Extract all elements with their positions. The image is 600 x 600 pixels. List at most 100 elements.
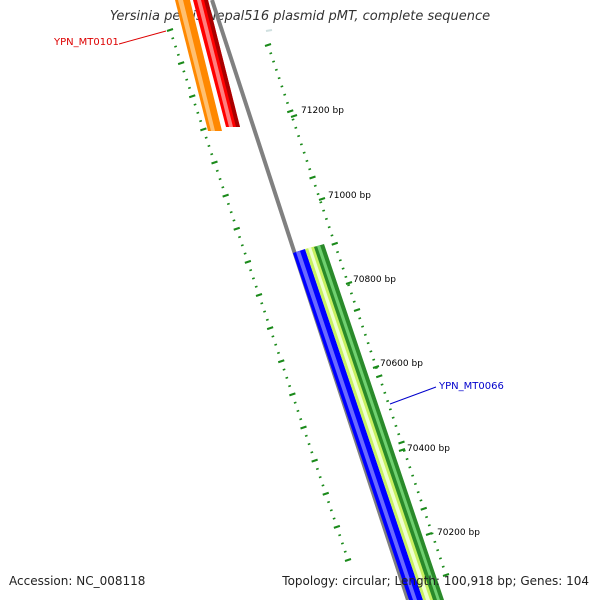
ruler-tick [336,250,340,254]
ruler-tick [289,392,296,397]
ruler-tick [340,542,344,545]
ruler-tick [282,368,286,371]
ruler-tick [233,226,241,231]
ruler-tick [413,482,417,486]
ruler-tick [361,325,365,328]
ruler-tick [338,259,342,262]
gene-red-highlight [197,0,233,127]
ruler-tick [300,425,307,430]
ruler-tick [380,383,384,386]
ruler-label: 71200 bp [301,106,344,116]
ruler-tick [204,136,208,139]
ruler-tick [280,85,284,88]
ruler-tick [260,302,264,305]
ruler-tick [311,458,318,463]
ruler-tick [319,201,323,204]
ruler-tick [196,111,200,114]
ruler-tick [244,259,252,264]
ruler-tick [416,491,420,494]
ruler-tick [315,467,319,471]
ruler-tick [305,159,309,163]
ruler-tick [283,93,287,96]
ruler-tick [363,333,367,337]
ruler-tick [386,399,390,403]
gene-label-mt0066[interactable]: YPN_MT0066 [438,381,504,392]
ruler-tick [255,293,263,297]
ruler-tick [332,517,336,520]
ruler-tick [358,317,362,320]
ruler-tick [310,451,314,454]
ruler-tick [276,351,280,355]
inner-ruler [166,28,352,562]
ruler-tick [187,86,191,90]
gene-label-group-mt0101: YPN_MT0101 [53,30,167,48]
ruler-tick [427,524,431,527]
ruler-tick [222,193,229,198]
ruler-tick [419,499,423,502]
ruler-tick [299,143,303,146]
ruler-tick [272,60,276,63]
ruler-tick [442,573,450,577]
ruler-tick [199,119,203,123]
ruler-tick [420,506,428,511]
ruler-label: 70600 bp [380,359,423,369]
ruler-tick [277,359,285,364]
ruler-tick [177,61,185,66]
gene-green-highlight [317,245,440,600]
ruler-tick [352,300,356,303]
ruler-tick [333,524,341,529]
ruler-tick [313,184,317,187]
ruler-tick [343,550,347,553]
ruler-tick [394,424,398,428]
ruler-tick [243,252,247,255]
ruler-tick [353,308,361,312]
ruler-tick [240,244,244,247]
ruler-tick [329,509,333,512]
ruler-tick [171,37,175,40]
ruler-tick [207,144,211,148]
topology-text: Topology: circular; Length: 100,918 bp; … [282,574,589,588]
gene-blue-highlight [296,251,417,600]
ruler-tick [218,177,222,181]
ruler-tick [344,275,348,279]
ruler-tick [402,449,406,452]
ruler-tick [176,53,180,57]
gene-orange-highlight [178,0,215,131]
gene-lightgreen-highlight [308,247,430,600]
ruler-tick [274,68,278,72]
ruler-tick [211,160,218,165]
ruler-tick [229,211,233,214]
ruler-tick [238,235,242,239]
ruler-tick [254,285,258,288]
ruler-tick [369,350,373,353]
ruler-tick [375,374,383,379]
ruler-tick [307,442,311,446]
ruler-tick [411,474,415,477]
ruler-tick [425,515,429,519]
ruler-tick [436,548,440,552]
ruler-tick [344,558,352,562]
ruler-tick [330,234,334,237]
ruler-tick [388,408,392,411]
ruler-tick [331,241,339,246]
ruler-tick [274,343,278,346]
ruler-tick [288,384,292,388]
ruler-tick [308,168,312,171]
ruler-labels: 71200 bp 71000 bp 70800 bp 70600 bp 7040… [290,106,480,538]
ruler-tick [215,169,219,172]
ruler-tick [309,175,316,180]
ruler-tick [269,52,273,55]
ruler-tick [341,267,345,270]
ruler-tick [391,416,395,419]
ruler-tick [433,540,437,544]
ruler-tick [251,277,255,280]
gene-label-mt0101[interactable]: YPN_MT0101 [53,37,119,48]
ruler-tick [405,457,409,461]
ruler-tick [286,109,294,114]
ruler-tick [285,376,289,379]
ruler-label: 70200 bp [437,528,480,538]
ruler-tick [366,341,370,345]
ruler-tick [285,101,289,105]
ruler-tick [249,268,253,272]
outer-ruler [264,43,450,577]
